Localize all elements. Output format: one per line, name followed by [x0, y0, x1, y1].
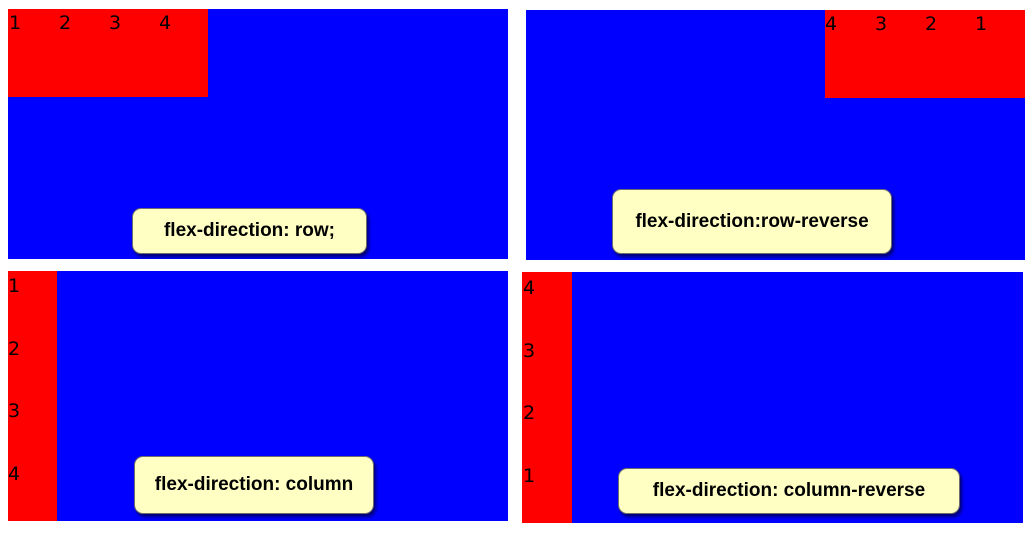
flex-item-1: 1 [523, 464, 536, 487]
flex-item-4: 4 [159, 12, 172, 34]
flex-row-items-container: 1 2 3 4 [8, 9, 208, 97]
flex-row-reverse-caption: flex-direction:row-reverse [612, 189, 892, 254]
flex-item-2: 2 [925, 13, 938, 35]
flex-item-2: 2 [59, 12, 72, 34]
flex-row-reverse-demo-panel: 1 2 3 4 flex-direction:row-reverse [526, 10, 1025, 260]
flex-item-3: 3 [875, 13, 888, 35]
flex-row-demo-panel: 1 2 3 4 flex-direction: row; [8, 9, 508, 259]
flex-item-1: 1 [975, 13, 988, 35]
flex-column-demo-panel: 1 2 3 4 flex-direction: column [8, 271, 508, 521]
flex-item-1: 1 [8, 275, 21, 297]
flex-item-3: 3 [8, 400, 21, 422]
flex-item-4: 4 [523, 277, 536, 299]
flex-item-4: 4 [8, 462, 21, 485]
flex-row-reverse-items-container: 1 2 3 4 [825, 10, 1025, 98]
flex-item-2: 2 [523, 402, 536, 424]
flex-column-items-container: 1 2 3 4 [8, 271, 57, 521]
flex-row-caption: flex-direction: row; [132, 208, 367, 254]
flex-column-reverse-demo-panel: 1 2 3 4 flex-direction: column-reverse [522, 272, 1023, 523]
flex-item-1: 1 [9, 12, 22, 34]
flex-column-caption: flex-direction: column [134, 456, 374, 514]
flex-item-3: 3 [523, 339, 536, 362]
flex-column-reverse-caption: flex-direction: column-reverse [618, 468, 960, 514]
flex-item-3: 3 [109, 12, 122, 34]
flex-item-4: 4 [825, 13, 838, 35]
flex-column-reverse-items-container: 1 2 3 4 [522, 272, 572, 523]
flex-item-2: 2 [8, 337, 21, 360]
